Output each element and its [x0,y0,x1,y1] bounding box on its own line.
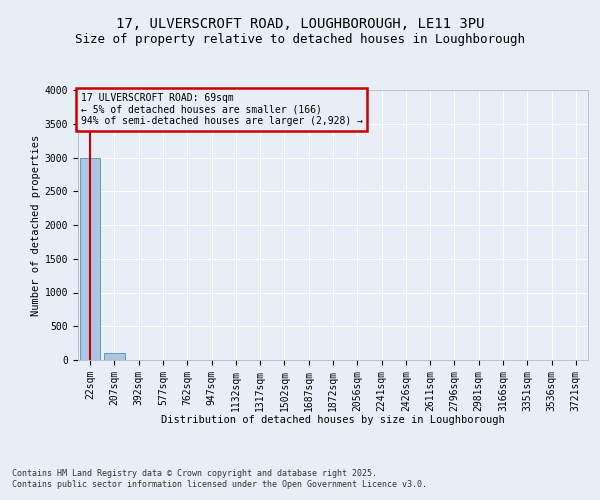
Text: Contains HM Land Registry data © Crown copyright and database right 2025.: Contains HM Land Registry data © Crown c… [12,468,377,477]
Bar [80,158,100,360]
Text: 17 ULVERSCROFT ROAD: 69sqm
← 5% of detached houses are smaller (166)
94% of semi: 17 ULVERSCROFT ROAD: 69sqm ← 5% of detac… [80,92,362,126]
X-axis label: Distribution of detached houses by size in Loughborough: Distribution of detached houses by size … [161,415,505,425]
Text: Size of property relative to detached houses in Loughborough: Size of property relative to detached ho… [75,32,525,46]
Bar [104,352,125,360]
Y-axis label: Number of detached properties: Number of detached properties [31,134,41,316]
Text: Contains public sector information licensed under the Open Government Licence v3: Contains public sector information licen… [12,480,427,489]
Text: 17, ULVERSCROFT ROAD, LOUGHBOROUGH, LE11 3PU: 17, ULVERSCROFT ROAD, LOUGHBOROUGH, LE11… [116,18,484,32]
